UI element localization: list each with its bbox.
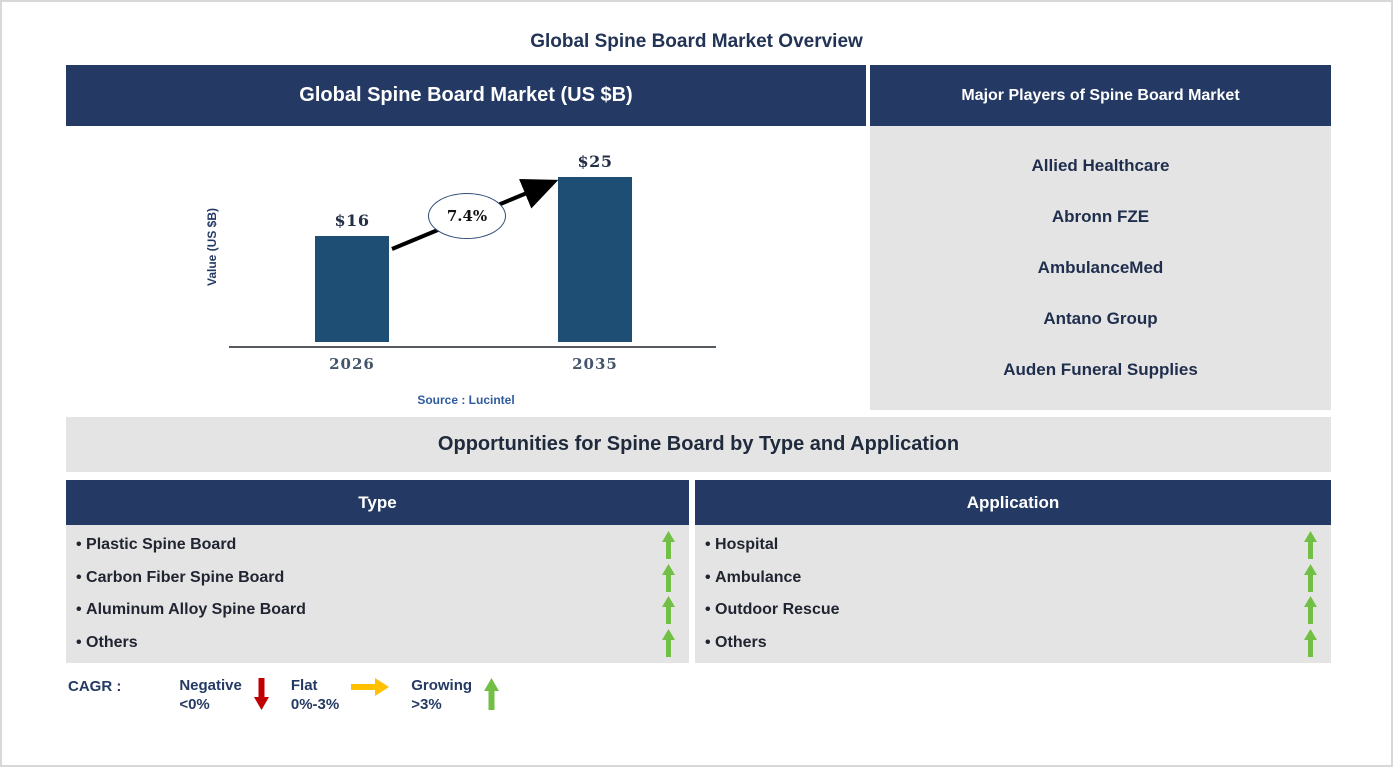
player-item: Allied Healthcare [1031,155,1170,175]
page-title: Global Spine Board Market Overview [530,31,863,52]
x-tick-2026: 2026 [329,355,375,373]
legend-growing-name: Growing [411,677,473,694]
growing-up-arrow-icon [1304,563,1317,592]
application-list-item: Ambulance [695,563,1331,592]
type-column-header: Type [66,480,689,525]
growing-up-arrow-icon [662,531,675,560]
players-panel-header: Major Players of Spine Board Market [870,65,1331,126]
bar-2026 [315,236,389,342]
growth-trend-arrow-icon [391,178,559,251]
legend-negative-range: <0% [179,696,210,713]
application-item-label: Hospital [705,536,778,554]
application-list-item: Outdoor Rescue [695,596,1331,625]
player-item: Abronn FZE [1051,206,1150,226]
opportunities-title: Opportunities for Spine Board by Type an… [66,417,1331,472]
bar-value-label-2026: $16 [334,211,370,231]
type-item-label: Carbon Fiber Spine Board [76,569,284,587]
application-item-label: Ambulance [705,569,801,587]
bar-value-label-2035: $25 [577,152,613,171]
cagr-legend: CAGR : Negative <0% Flat 0%-3% Growing >… [68,676,513,720]
type-list-item: Others [66,628,689,657]
legend-flat-range: 0%-3% [290,696,340,713]
chart-x-axis-line [229,346,716,348]
type-item-label: Plastic Spine Board [76,536,236,554]
application-item-label: Others [705,634,767,652]
growing-up-arrow-icon [662,563,675,592]
type-item-label: Aluminum Alloy Spine Board [76,601,306,619]
legend-flat-name: Flat [290,677,318,694]
application-item-label: Outdoor Rescue [705,601,839,619]
growing-up-arrow-icon [484,678,500,710]
chart-y-axis-label: Value (US $B) [205,207,219,287]
type-list: Plastic Spine Board Carbon Fiber Spine B… [66,525,689,663]
legend-growing-range: >3% [411,696,442,713]
legend-negative-name: Negative [179,677,242,694]
growing-up-arrow-icon [1304,628,1317,657]
type-list-item: Aluminum Alloy Spine Board [66,596,689,625]
legend-entry-negative: Negative <0% [179,676,283,714]
type-list-item: Plastic Spine Board [66,531,689,560]
bar-2035 [558,177,632,342]
application-column-header: Application [695,480,1331,525]
chart-panel-header: Global Spine Board Market (US $B) [66,65,866,126]
legend-entry-flat: Flat 0%-3% [291,676,403,714]
growing-up-arrow-icon [1304,596,1317,625]
growing-up-arrow-icon [662,596,675,625]
player-item: Antano Group [1043,309,1158,329]
application-list-item: Hospital [695,531,1331,560]
type-item-label: Others [76,634,138,652]
x-tick-2035: 2035 [572,355,618,373]
application-list: Hospital Ambulance Outdoor Rescue Others [695,525,1331,663]
legend-title: CAGR : [68,678,122,695]
negative-down-arrow-icon [253,678,269,710]
players-list: Allied Healthcare Abronn FZE AmbulanceMe… [870,126,1331,410]
source-note: Source : Lucintel [417,393,515,407]
type-list-item: Carbon Fiber Spine Board [66,563,689,592]
legend-entry-growing: Growing >3% [411,676,513,714]
flat-right-arrow-icon [351,678,390,696]
growing-up-arrow-icon [662,628,675,657]
cagr-ellipse-badge: 7.4% [428,193,506,239]
player-item: Auden Funeral Supplies [1003,360,1198,380]
growing-up-arrow-icon [1304,531,1317,560]
player-item: AmbulanceMed [1037,257,1164,277]
application-list-item: Others [695,628,1331,657]
